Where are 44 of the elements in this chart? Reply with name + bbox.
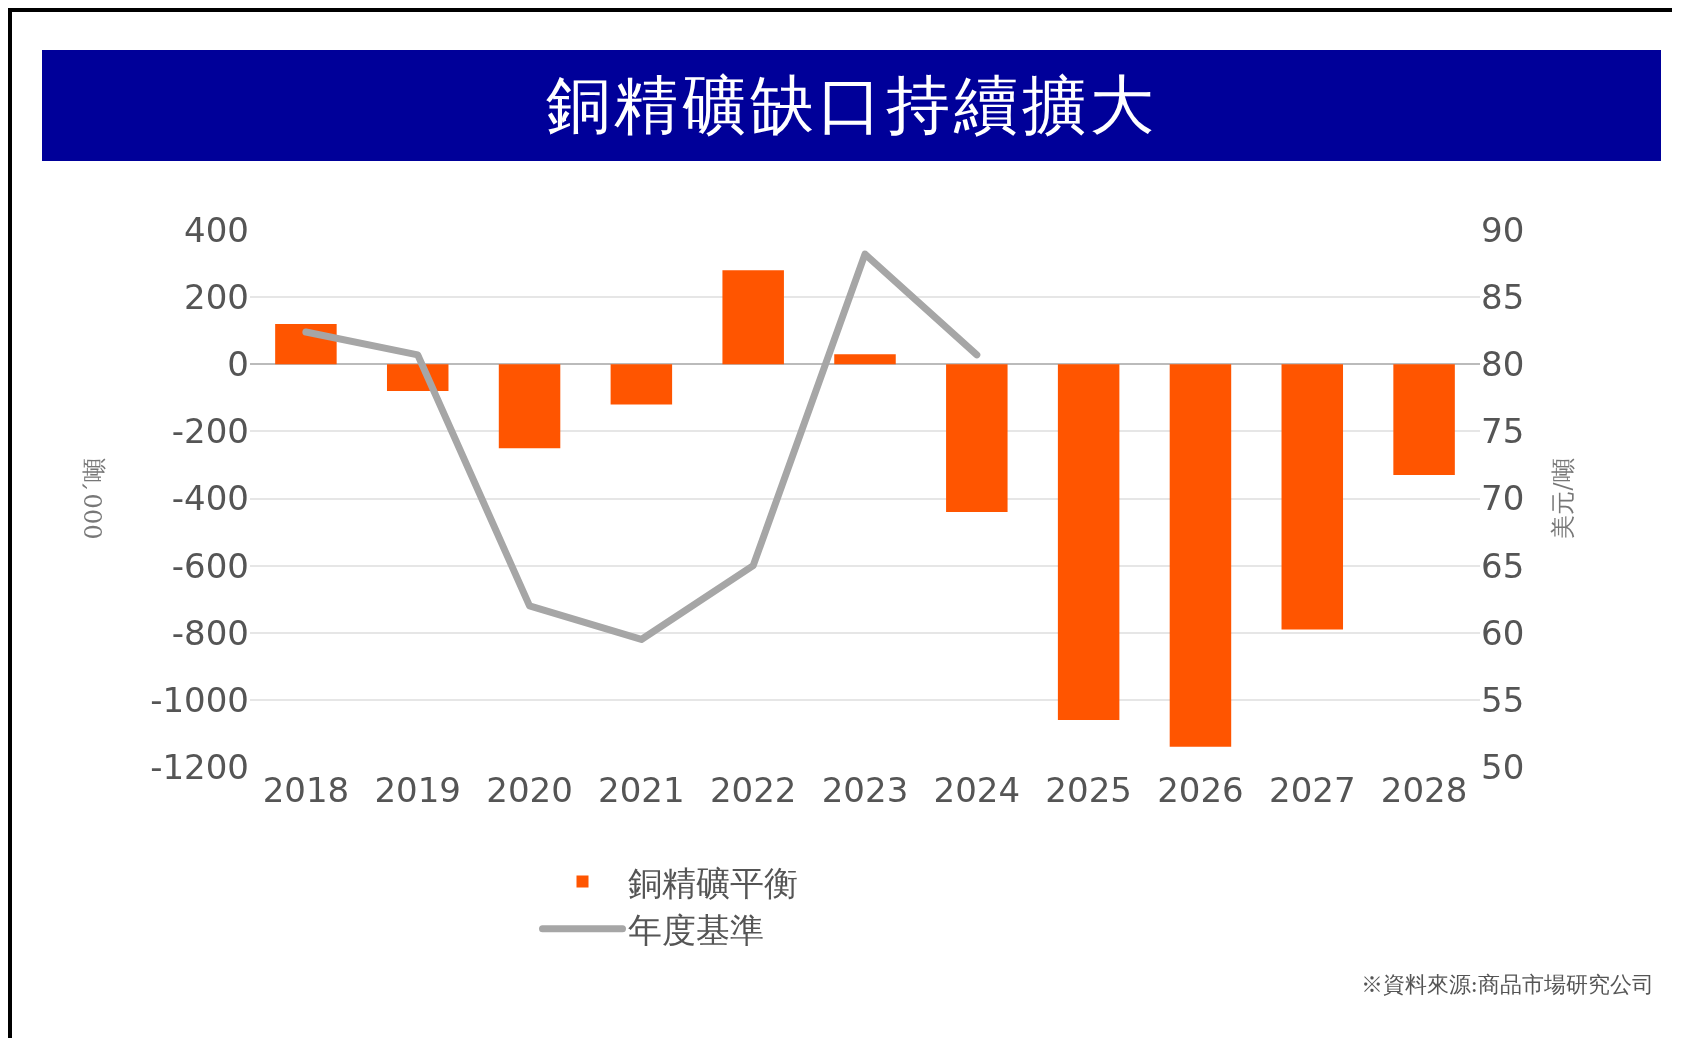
y2-tick-label: 75 bbox=[1481, 411, 1525, 452]
y-tick-label: 400 bbox=[184, 209, 249, 250]
x-tick-label: 2021 bbox=[598, 770, 685, 810]
y2-tick-label: 80 bbox=[1481, 344, 1525, 385]
bar bbox=[1393, 364, 1455, 476]
bar bbox=[834, 354, 896, 365]
x-tick-label: 2019 bbox=[374, 770, 461, 810]
legend-label: 銅精礦平衡 bbox=[627, 862, 798, 903]
bar bbox=[610, 364, 673, 405]
x-tick-label: 2020 bbox=[486, 770, 573, 810]
bar bbox=[1281, 364, 1344, 630]
y-tick-label: 200 bbox=[184, 277, 249, 318]
y2-tick-label: 90 bbox=[1481, 209, 1525, 250]
y2-tick-label: 65 bbox=[1481, 545, 1525, 586]
x-tick-label: 2025 bbox=[1045, 770, 1132, 810]
chart-title: 銅精礦缺口持續擴大 bbox=[42, 50, 1661, 161]
y2-tick-label: 55 bbox=[1481, 679, 1525, 720]
text: ※資料來源:商品市場研究公司 bbox=[1360, 971, 1654, 999]
bar bbox=[722, 270, 784, 365]
y-axis-title: 000´噸 bbox=[80, 457, 109, 540]
bar bbox=[1057, 364, 1120, 721]
y-tick-label: -200 bbox=[171, 411, 249, 452]
y-tick-label: -1000 bbox=[150, 679, 249, 720]
y-tick-label: -1200 bbox=[150, 746, 249, 787]
bar bbox=[1169, 364, 1232, 747]
x-tick-label: 2023 bbox=[821, 770, 909, 810]
x-tick-label: 2028 bbox=[1380, 770, 1468, 810]
y2-tick-label: 70 bbox=[1481, 478, 1525, 519]
x-tick-label: 2026 bbox=[1157, 770, 1244, 810]
y2-axis-title: 美元/噸 bbox=[1548, 458, 1577, 539]
y-tick-label: -400 bbox=[171, 478, 249, 519]
y2-tick-label: 50 bbox=[1481, 746, 1525, 787]
bar bbox=[946, 364, 1008, 512]
x-tick-label: 2024 bbox=[933, 770, 1021, 810]
bar bbox=[498, 364, 561, 449]
x-tick-label: 2027 bbox=[1269, 770, 1356, 810]
y-tick-label: 0 bbox=[227, 344, 249, 385]
legend-label: 年度基準 bbox=[627, 909, 764, 950]
y2-tick-label: 60 bbox=[1481, 612, 1525, 653]
y-tick-label: -600 bbox=[171, 545, 249, 586]
x-tick-label: 2022 bbox=[709, 770, 797, 810]
x-tick-label: 2018 bbox=[262, 770, 350, 810]
y2-tick-label: 85 bbox=[1481, 277, 1525, 318]
y-tick-label: -800 bbox=[171, 612, 249, 653]
